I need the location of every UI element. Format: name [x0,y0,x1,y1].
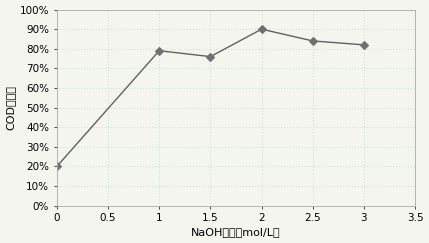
X-axis label: NaOH浓度（mol/L）: NaOH浓度（mol/L） [191,227,281,237]
Y-axis label: COD去除率: COD去除率 [6,85,15,130]
